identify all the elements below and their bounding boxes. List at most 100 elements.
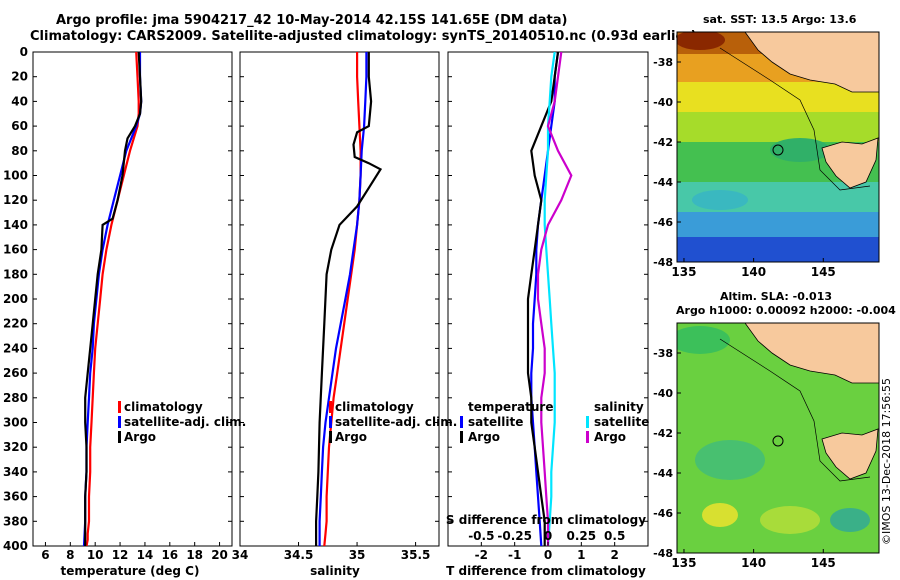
- depth-tick-label: 320: [3, 440, 28, 454]
- x-tick-label: 8: [66, 548, 74, 562]
- australia-mainland: [744, 323, 879, 384]
- depth-tick-label: 400: [3, 539, 28, 553]
- depth-axis: 0 20 40 60 80 100 120 140 160 180 200 220 240 260 280 3…: [3, 45, 648, 553]
- x-tick-label: -1: [508, 548, 521, 562]
- depth-tick-label: 180: [3, 267, 28, 281]
- map-lon-label: 135: [671, 265, 696, 279]
- legend-t-satellite: satellite: [468, 415, 523, 429]
- x-tick-label: 2: [610, 548, 618, 562]
- sst-lightblue-band: [677, 212, 879, 237]
- sla-patch: [702, 503, 738, 527]
- legend-satellite: satellite-adj. clim.: [124, 415, 246, 429]
- map-lon-label: 135: [671, 556, 696, 570]
- depth-tick-label: 240: [3, 341, 28, 355]
- sla-map-frame: [676, 322, 880, 554]
- x-axis-ticks: 6 8 10 12 14 16 18 20 34 34.5 35 35.5 -2 -1 0 1 2: [41, 542, 619, 562]
- figure-title-line1: Argo profile: jma 5904217_42 10-May-2014…: [56, 13, 568, 28]
- legend-swatch-s-satellite: [586, 416, 589, 428]
- series-line-climatology: [323, 52, 362, 546]
- sst-hot-spot: [677, 32, 725, 50]
- sla-patch: [830, 508, 870, 532]
- depth-tick-label: 80: [11, 144, 28, 158]
- legend-swatch-climatology: [118, 401, 121, 413]
- argo-location-marker: [772, 435, 784, 447]
- temperature-axis-label: temperature (deg C): [61, 564, 200, 578]
- x-tick-label: 35.5: [401, 548, 431, 562]
- map-lat-label: -48: [653, 256, 673, 269]
- legend-climatology: climatology: [124, 400, 203, 414]
- sst-map-title: sat. SST: 13.5 Argo: 13.6: [703, 13, 857, 26]
- s-diff-tick-label: 0: [544, 529, 552, 543]
- series-line-s-argo: [536, 52, 573, 546]
- series-line-argo: [315, 52, 383, 546]
- tasmania: [821, 137, 879, 189]
- sla-patch: [695, 440, 765, 480]
- map-lat-label: -44: [653, 176, 673, 189]
- legend-swatch-t-satellite: [460, 416, 463, 428]
- difference-series: [526, 52, 573, 546]
- temperature-legend: climatology satellite-adj. clim. Argo: [118, 400, 246, 444]
- sla-map-title-line2: Argo h1000: 0.00092 h2000: -0.004: [676, 304, 896, 317]
- x-tick-label: 16: [161, 548, 178, 562]
- x-tick-label: 34.5: [284, 548, 314, 562]
- depth-tick-label: 260: [3, 366, 28, 380]
- temperature-panel-frame: [32, 51, 233, 547]
- legend-s-satellite: satellite: [594, 415, 649, 429]
- legend-satellite: satellite-adj. clim.: [335, 415, 457, 429]
- sla-map: [677, 323, 879, 553]
- x-tick-label: 10: [87, 548, 104, 562]
- x-tick-label: 18: [186, 548, 203, 562]
- shelf-contour: [719, 47, 871, 191]
- imos-watermark: ©IMOS 13-Dec-2018 17:56:55: [880, 378, 893, 545]
- shelf-contour: [719, 338, 871, 482]
- sla-patch: [760, 506, 820, 534]
- map-lat-label: -46: [653, 507, 673, 520]
- map-lat-label: -40: [653, 387, 673, 400]
- s-diff-tick-label: -0.5: [468, 529, 494, 543]
- legend-salinity-heading: salinity: [594, 400, 644, 414]
- depth-tick-label: 140: [3, 218, 28, 232]
- sst-lime-band: [677, 112, 879, 142]
- series-line-satellite-adj-clim: [318, 52, 368, 546]
- salinity-panel-frame: [239, 51, 440, 547]
- t-difference-axis-label: T difference from climatology: [446, 564, 646, 578]
- sst-eddy: [770, 138, 830, 162]
- depth-tick-label: 280: [3, 391, 28, 405]
- s-difference-axis-label: S difference from climatology: [446, 513, 646, 527]
- map-lat-label: -42: [653, 136, 673, 149]
- australia-mainland: [744, 32, 879, 93]
- s-diff-tick-label: -0.25: [497, 529, 532, 543]
- x-tick-label: -2: [475, 548, 488, 562]
- difference-legend: temperature satellite Argo salinity sate…: [460, 400, 649, 444]
- x-tick-label: 0: [544, 548, 552, 562]
- depth-tick-label: 360: [3, 490, 28, 504]
- map-lon-label: 140: [741, 556, 766, 570]
- map-lat-label: -48: [653, 547, 673, 560]
- depth-tick-label: 20: [11, 70, 28, 84]
- s-difference-ticks: -0.5 -0.25 0 0.25 0.5: [468, 529, 625, 543]
- legend-swatch-t-argo: [460, 431, 463, 443]
- map-lat-label: -40: [653, 96, 673, 109]
- salinity-legend: climatology satellite-adj. clim. Argo: [329, 400, 457, 444]
- legend-swatch-satellite: [329, 416, 332, 428]
- depth-tick-label: 100: [3, 169, 28, 183]
- depth-tick-label: 120: [3, 193, 28, 207]
- map-lat-label: -46: [653, 216, 673, 229]
- x-tick-label: 1: [577, 548, 585, 562]
- map-lon-label: 145: [811, 265, 836, 279]
- map-lon-label: 140: [741, 265, 766, 279]
- legend-temperature-heading: temperature: [468, 400, 553, 414]
- depth-tick-label: 0: [20, 45, 28, 59]
- legend-argo: Argo: [335, 430, 367, 444]
- salinity-axis-label: salinity: [310, 564, 360, 578]
- sst-cool-patch: [692, 190, 748, 210]
- map-lat-label: -38: [653, 347, 673, 360]
- depth-tick-label: 220: [3, 317, 28, 331]
- legend-swatch-s-argo: [586, 431, 589, 443]
- legend-swatch-satellite: [118, 416, 121, 428]
- depth-tick-label: 60: [11, 119, 28, 133]
- map-lon-label: 145: [811, 556, 836, 570]
- sst-blue-band: [677, 237, 879, 262]
